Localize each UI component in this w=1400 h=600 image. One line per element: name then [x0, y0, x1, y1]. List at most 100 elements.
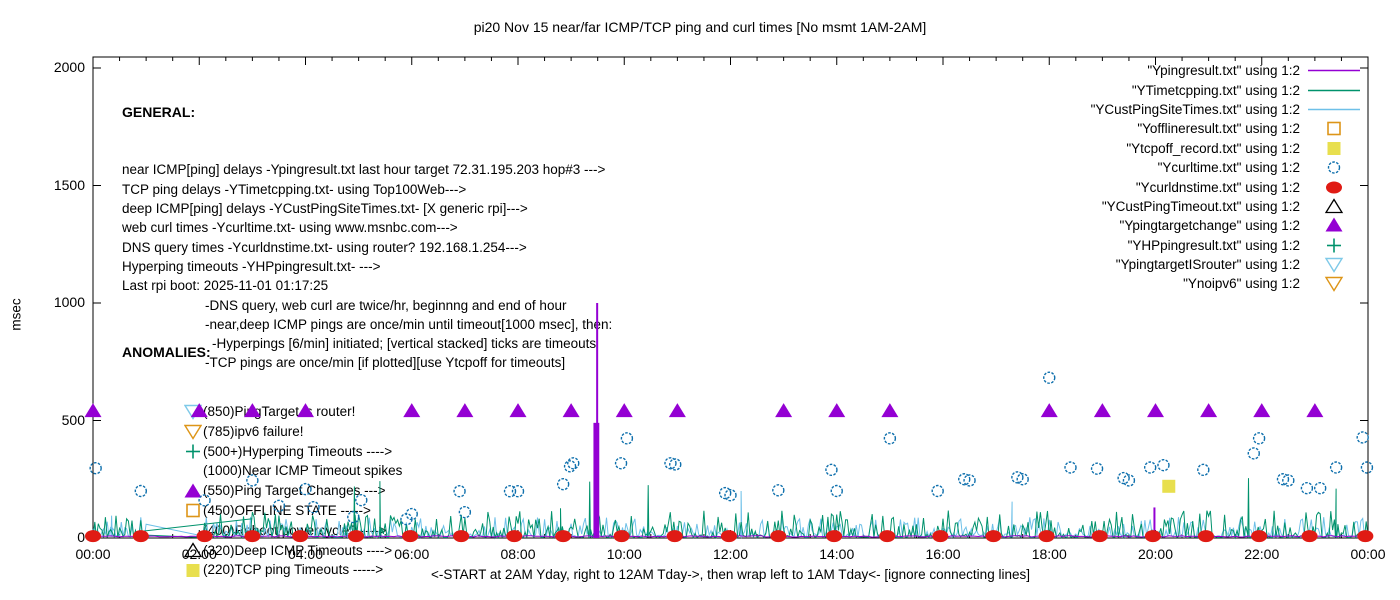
circle-open-icon	[563, 460, 577, 473]
circle-open-icon	[931, 484, 944, 498]
circle-open-icon	[1247, 447, 1260, 460]
tri-up-filled-icon	[1306, 403, 1324, 418]
chart-title: pi20 Nov 15 near/far ICMP/TCP ping and c…	[473, 19, 927, 35]
legend-item-label: "Ynoipv6" using 1:2	[1183, 276, 1300, 292]
line-sample-icon	[1308, 69, 1360, 72]
anomaly-text: (550)Ping Target Changes --->	[203, 483, 386, 499]
tri-down-open-icon	[1324, 277, 1344, 293]
legend-item-label: "Yofflineresult.txt" using 1:2	[1137, 121, 1300, 137]
y-tick-label: 1500	[53, 176, 85, 193]
general-line: web curl times -Ycurltime.txt- using www…	[122, 220, 458, 236]
anomaly-line: (550)Ping Target Changes --->	[122, 481, 402, 501]
x-tick-label: 12:00	[712, 546, 749, 562]
tri-up-filled-icon	[1040, 403, 1058, 418]
circle-open-icon	[458, 505, 472, 519]
anomalies-annotation-block: ANOMALIES: (850)PingTarget is router! (78…	[122, 303, 402, 580]
legend-item-label: "YCustPingTimeout.txt" using 1:2	[1101, 198, 1300, 214]
circle-open-icon	[963, 474, 976, 487]
line-sample-icon	[1308, 89, 1360, 91]
circle-open-icon	[1327, 161, 1341, 174]
tri-down-open-icon	[1324, 257, 1344, 273]
circle-filled-icon	[613, 530, 630, 543]
circle-open-icon	[958, 473, 971, 486]
legend-item: "YCustPingTimeout.txt" using 1:2	[1091, 197, 1364, 216]
circle-open-icon	[1011, 471, 1024, 484]
circle-filled-icon	[1091, 530, 1108, 543]
circle-open-icon	[405, 507, 418, 521]
circle-filled-icon	[1144, 530, 1161, 543]
anomaly-text: (500+)Hyperping Timeouts ---->	[203, 443, 393, 459]
circle-filled-icon	[555, 530, 572, 543]
legend-item-label: "YpingtargetISrouter" using 1:2	[1115, 257, 1300, 273]
legend-item: "Ypingresult.txt" using 1:2	[1091, 61, 1364, 80]
legend-item: "Ynoipv6" using 1:2	[1091, 274, 1364, 293]
tri-up-filled-icon	[403, 403, 421, 418]
tri-down-open-icon	[184, 405, 202, 421]
tri-up-filled-icon	[1147, 403, 1164, 418]
tri-up-filled-icon	[615, 403, 633, 418]
circle-open-icon	[1252, 432, 1266, 445]
circle-filled-icon	[826, 530, 843, 543]
general-line: Last rpi boot: 2025-11-01 01:17:25	[122, 278, 329, 294]
circle-open-icon	[1356, 431, 1369, 444]
legend-item: "Ypingtargetchange" using 1:2	[1091, 216, 1364, 235]
tri-up-filled-icon	[828, 403, 846, 418]
series-ytcpoff_record-markers	[1162, 479, 1176, 493]
circle-open-icon	[724, 489, 737, 502]
tri-up-filled-icon	[1093, 403, 1111, 418]
circle-open-icon	[1090, 462, 1104, 475]
circle-open-icon	[620, 432, 634, 445]
y-tick-label: 0	[77, 529, 85, 545]
tri-up-open-icon	[1324, 198, 1344, 214]
legend-item-label: "YHPpingresult.txt" using 1:2	[1127, 237, 1300, 253]
tri-up-filled-icon	[668, 403, 686, 418]
circle-open-icon	[614, 457, 628, 470]
legend-item: "Ycurldnstime.txt" using 1:2	[1091, 177, 1364, 196]
legend-item-label: "YCustPingSiteTimes.txt" using 1:2	[1090, 101, 1300, 117]
anomaly-line: (785)ipv6 failure!	[122, 422, 402, 442]
x-tick-label: 18:00	[1031, 546, 1067, 562]
x-tick-label: 16:00	[925, 546, 961, 562]
anomaly-text: (785)ipv6 failure!	[203, 423, 304, 439]
plus-icon	[186, 444, 200, 459]
circle-open-icon	[1282, 474, 1295, 487]
x-tick-label: 02:00	[181, 546, 217, 562]
circle-filled-icon	[453, 530, 470, 543]
legend-item-label: "Ycurldnstime.txt" using 1:2	[1135, 179, 1300, 195]
square-filled-icon	[186, 563, 200, 577]
legend-item: "YTimetcpping.txt" using 1:2	[1091, 80, 1364, 99]
general-line: TCP ping delays -YTimetcpping.txt- using…	[122, 181, 467, 197]
circle-filled-icon	[932, 530, 949, 543]
legend-item-label: "Ycurltime.txt" using 1:2	[1157, 160, 1300, 176]
square-open-icon	[1327, 122, 1341, 136]
circle-open-icon	[1122, 474, 1136, 487]
square-open-icon	[186, 504, 200, 518]
x-axis-note: <-START at 2AM Yday, right to 12AM Tday-…	[431, 567, 1030, 582]
circle-open-icon	[1143, 461, 1157, 474]
tri-up-filled-icon	[84, 403, 102, 418]
circle-filled-icon	[1357, 530, 1374, 543]
general-line: DNS query times -Ycurldnstime.txt- using…	[122, 239, 527, 255]
anomaly-text: (850)PingTarget is router!	[203, 403, 356, 419]
legend-item: "Yofflineresult.txt" using 1:2	[1091, 119, 1364, 138]
tri-up-filled-icon	[1325, 217, 1343, 232]
general-line: near ICMP[ping] delays -Ypingresult.txt …	[122, 162, 606, 178]
tri-down-open-icon	[1324, 257, 1344, 273]
circle-filled-icon	[1038, 530, 1055, 543]
anomaly-line: (220)TCP ping Timeouts ----->	[122, 560, 402, 580]
legend-item: "YCustPingSiteTimes.txt" using 1:2	[1091, 100, 1364, 119]
general-line: Hyperping timeouts -YHPpingresult.txt- -…	[122, 258, 381, 274]
anomalies-header: ANOMALIES:	[122, 343, 211, 360]
circle-open-icon	[1327, 161, 1341, 174]
anomaly-text: (320)Deep ICMP Timeouts ---->	[203, 542, 393, 558]
circle-open-icon	[830, 484, 843, 498]
x-tick-label: 00:00	[75, 546, 111, 562]
circle-filled-icon	[1326, 181, 1342, 194]
tri-up-open-icon	[184, 542, 202, 558]
x-tick-label: 00:00	[1350, 546, 1386, 562]
anomaly-line: (500+)Hyperping Timeouts ---->	[122, 442, 402, 462]
circle-open-icon	[1043, 371, 1056, 384]
circle-open-icon	[1276, 473, 1290, 486]
circle-open-icon	[883, 432, 897, 445]
